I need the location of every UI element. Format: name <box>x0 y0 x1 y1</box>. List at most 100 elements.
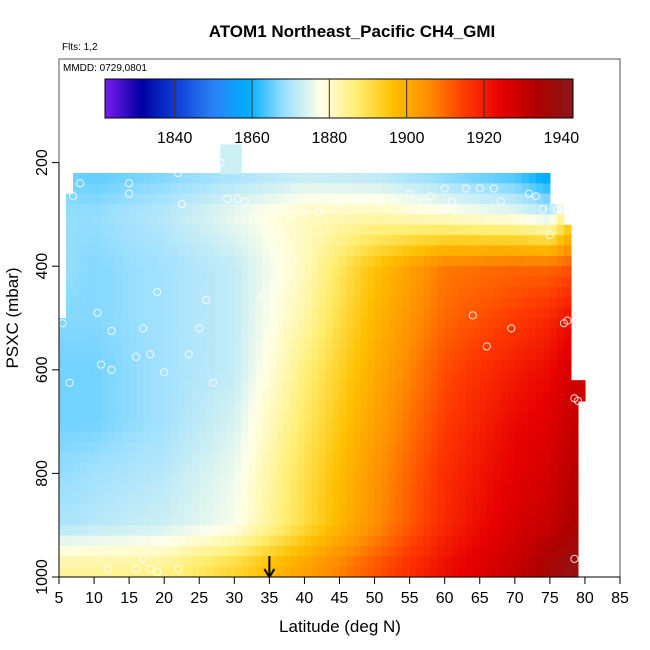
heatmap-cell <box>269 535 277 547</box>
heatmap-cell <box>227 255 235 267</box>
heatmap-cell <box>157 349 165 361</box>
heatmap-cell <box>234 235 242 247</box>
heatmap-cell <box>339 556 348 568</box>
heatmap-cell <box>458 525 467 537</box>
heatmap-cell <box>101 172 109 184</box>
heatmap-cell <box>220 338 228 350</box>
heatmap-cell <box>521 359 530 371</box>
heatmap-cell <box>143 556 151 568</box>
heatmap-cell <box>472 514 481 526</box>
heatmap-cell <box>164 307 172 319</box>
heatmap-cell <box>479 286 488 298</box>
heatmap-cell <box>423 411 432 423</box>
heatmap-cell <box>269 235 277 247</box>
heatmap-cell <box>409 204 418 215</box>
heatmap-cell <box>101 235 109 247</box>
heatmap-cell <box>136 411 144 423</box>
heatmap-cell <box>234 255 242 267</box>
heatmap-cell <box>248 318 256 329</box>
heatmap-cell <box>136 494 144 506</box>
heatmap-cell <box>493 255 502 267</box>
heatmap-cell <box>108 193 116 205</box>
heatmap-cell <box>542 514 551 526</box>
heatmap-cell <box>367 369 376 381</box>
heatmap-cell <box>493 504 502 516</box>
heatmap-cell <box>549 359 558 371</box>
heatmap-cell <box>437 431 446 443</box>
heatmap-cell <box>80 224 88 236</box>
heatmap-cell <box>465 359 474 371</box>
heatmap-cell <box>367 245 376 257</box>
heatmap-cell <box>339 494 348 506</box>
heatmap-cell <box>332 318 341 329</box>
heatmap-cell <box>213 504 221 516</box>
heatmap-cell <box>143 431 151 443</box>
heatmap-cell <box>458 556 467 568</box>
heatmap-cell <box>339 224 348 236</box>
heatmap-cell <box>283 297 292 309</box>
heatmap-cell <box>556 545 565 557</box>
x-tick-label: 20 <box>155 590 173 607</box>
heatmap-cell <box>367 255 376 267</box>
heatmap-cell <box>318 297 327 309</box>
x-tick-label: 15 <box>120 590 138 607</box>
heatmap-cell <box>465 494 474 506</box>
heatmap-cell <box>528 193 537 205</box>
heatmap-cell <box>451 172 460 184</box>
colorbar-ticks: 1840 1860 1880 1900 1920 1940 <box>157 79 579 147</box>
heatmap-cell <box>255 255 263 267</box>
heatmap-cell <box>332 255 341 267</box>
heatmap-cell <box>227 328 235 340</box>
heatmap-cell <box>304 483 313 495</box>
heatmap-cell <box>206 463 214 474</box>
heatmap-cell <box>465 297 474 309</box>
heatmap-cell <box>178 266 186 278</box>
heatmap-cell <box>150 369 158 381</box>
heatmap-cell <box>360 473 369 485</box>
heatmap-cell <box>430 390 439 402</box>
heatmap-cell <box>486 286 495 298</box>
heatmap-cell <box>374 349 383 361</box>
observation-circle <box>573 396 583 405</box>
heatmap-cell <box>94 255 102 267</box>
heatmap-cell <box>304 349 313 361</box>
heatmap-cell <box>276 442 284 454</box>
heatmap-cell <box>514 183 523 195</box>
heatmap-cell <box>409 442 418 454</box>
heatmap-cell <box>353 369 362 381</box>
heatmap-cell <box>395 556 404 568</box>
heatmap-cell <box>570 535 579 547</box>
heatmap-cell <box>325 183 334 195</box>
heatmap-cell <box>325 380 334 392</box>
heatmap-cell <box>339 380 348 392</box>
heatmap-cell <box>269 369 277 381</box>
heatmap-cell <box>157 390 165 402</box>
heatmap-cell <box>423 214 432 226</box>
colorbar-tick-label: 1880 <box>312 130 348 147</box>
heatmap-cell <box>80 421 88 433</box>
heatmap-cell <box>178 545 186 557</box>
heatmap-cell <box>528 390 537 402</box>
heatmap-cell <box>290 556 299 568</box>
heatmap-cell <box>290 204 299 215</box>
heatmap-cell <box>122 452 130 464</box>
heatmap-cell <box>269 380 277 392</box>
heatmap-cell <box>171 245 179 257</box>
heatmap-cell <box>290 338 299 350</box>
heatmap-cell <box>388 380 397 392</box>
heatmap-cell <box>388 224 397 236</box>
heatmap-cell <box>486 297 495 309</box>
heatmap-cell <box>94 566 102 578</box>
heatmap-cell <box>304 463 313 474</box>
heatmap-cell <box>535 556 544 568</box>
heatmap-cell <box>332 307 341 319</box>
heatmap-cell <box>388 535 397 547</box>
heatmap-cell <box>94 172 102 184</box>
heatmap-cell <box>262 483 270 495</box>
heatmap-cell <box>465 224 474 236</box>
heatmap-cell <box>164 421 172 433</box>
heatmap-cell <box>374 172 383 184</box>
observation-circle <box>174 565 183 574</box>
heatmap-cell <box>199 442 207 454</box>
heatmap-cell <box>430 338 439 350</box>
